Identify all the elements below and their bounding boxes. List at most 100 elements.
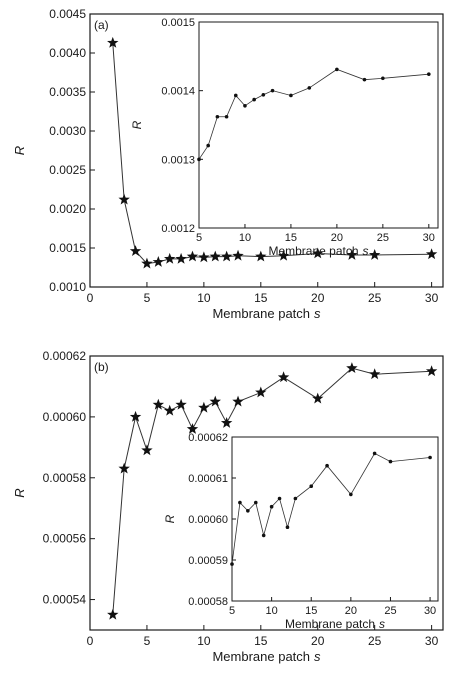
data-point-star bbox=[220, 250, 233, 262]
data-point-star bbox=[209, 395, 221, 407]
data-point-dot bbox=[307, 86, 312, 90]
data-point-star bbox=[425, 365, 438, 377]
x-tick-label: 20 bbox=[331, 232, 343, 244]
x-tick-label: 15 bbox=[254, 634, 268, 648]
y-tick-label: 0.0040 bbox=[49, 46, 86, 60]
x-tick-label: 10 bbox=[265, 605, 277, 617]
data-point-star bbox=[232, 249, 244, 261]
data-point-dot bbox=[243, 103, 247, 108]
data-point-dot bbox=[261, 533, 266, 538]
panel-label: (a) bbox=[94, 18, 109, 32]
x-axis-title: Membrane patch s bbox=[285, 617, 385, 631]
data-point-dot bbox=[427, 72, 431, 76]
y-tick-label: 0.0012 bbox=[161, 223, 195, 235]
data-point-dot bbox=[253, 500, 258, 505]
y-tick-label: 0.0015 bbox=[161, 17, 195, 29]
x-tick-label: 10 bbox=[239, 232, 251, 244]
x-axis-title-variable: s bbox=[379, 617, 385, 631]
data-point-star bbox=[198, 251, 210, 263]
y-tick-label: 0.00060 bbox=[43, 410, 87, 424]
y-tick-label: 0.0035 bbox=[49, 85, 86, 99]
x-tick-label: 0 bbox=[87, 634, 94, 648]
y-tick-label: 0.0015 bbox=[49, 241, 86, 255]
data-point-star bbox=[368, 368, 381, 380]
y-tick-label: 0.0045 bbox=[49, 7, 86, 21]
y-tick-label: 0.0014 bbox=[161, 86, 195, 98]
x-axis-title-text: Membrane patch bbox=[268, 244, 358, 258]
data-point-dot bbox=[238, 500, 242, 505]
x-tick-label: 15 bbox=[285, 232, 297, 244]
data-point-star bbox=[312, 247, 324, 259]
data-point-star bbox=[175, 398, 187, 410]
y-tick-label: 0.00061 bbox=[188, 473, 228, 485]
y-tick-label: 0.0010 bbox=[49, 280, 86, 294]
data-point-star bbox=[107, 608, 119, 620]
data-point-dot bbox=[224, 114, 229, 119]
data-point-dot bbox=[388, 459, 393, 464]
data-point-star bbox=[277, 249, 290, 261]
x-tick-label: 30 bbox=[423, 232, 435, 244]
panel-label: (b) bbox=[94, 360, 109, 374]
data-point-star bbox=[141, 444, 153, 456]
data-point-star bbox=[164, 252, 176, 264]
x-tick-label: 30 bbox=[424, 605, 436, 617]
y-tick-label: 0.00062 bbox=[188, 432, 228, 444]
y-axis-title: R bbox=[130, 120, 144, 129]
x-axis-title: Membrane patch s bbox=[212, 649, 321, 664]
data-point-star bbox=[209, 250, 221, 262]
data-point-star bbox=[186, 250, 199, 262]
data-point-star bbox=[277, 371, 290, 383]
data-point-star bbox=[346, 249, 358, 260]
y-tick-label: 0.00059 bbox=[188, 555, 228, 567]
data-point-dot bbox=[270, 88, 275, 93]
y-tick-label: 0.00058 bbox=[43, 471, 87, 485]
x-tick-label: 25 bbox=[377, 232, 389, 244]
data-point-star bbox=[255, 250, 267, 262]
data-point-star bbox=[368, 249, 381, 260]
x-tick-label: 15 bbox=[254, 291, 268, 305]
y-tick-label: 0.0020 bbox=[49, 202, 86, 216]
data-point-dot bbox=[206, 143, 210, 148]
data-point-star bbox=[198, 401, 210, 413]
x-tick-label: 5 bbox=[229, 605, 235, 617]
data-point-dot bbox=[293, 496, 298, 501]
x-tick-label: 10 bbox=[197, 291, 211, 305]
x-tick-label: 30 bbox=[425, 634, 439, 648]
data-point-dot bbox=[197, 157, 201, 162]
x-tick-label: 20 bbox=[345, 605, 357, 617]
data-point-dot bbox=[277, 496, 282, 501]
series-line bbox=[112, 42, 432, 265]
data-point-dot bbox=[335, 67, 339, 72]
y-tick-label: 0.0030 bbox=[49, 124, 86, 138]
series-line bbox=[112, 367, 432, 615]
x-tick-label: 30 bbox=[425, 291, 439, 305]
x-tick-label: 5 bbox=[144, 634, 151, 648]
data-point-star bbox=[152, 398, 165, 410]
x-axis-title-text: Membrane patch bbox=[285, 617, 375, 631]
y-tick-label: 0.00060 bbox=[188, 514, 228, 526]
data-point-star bbox=[186, 423, 199, 434]
data-point-star bbox=[425, 248, 438, 260]
data-point-dot bbox=[246, 509, 250, 513]
data-point-dot bbox=[289, 93, 293, 98]
x-tick-label: 10 bbox=[197, 634, 211, 648]
data-point-dot bbox=[285, 525, 290, 529]
data-point-dot bbox=[233, 93, 238, 98]
x-axis-title: Membrane patch s bbox=[212, 306, 321, 321]
panel-b-inset: 5 10 15 20 25 30 0.00058 0.00059 0.00060 0.00061 0… bbox=[163, 432, 439, 631]
panel-a-inset: 5 10 15 20 25 30 0.0012 0.0013 0.0014 0.0015 Membr… bbox=[130, 17, 439, 258]
y-tick-label: 0.00056 bbox=[43, 532, 87, 546]
data-point-dot bbox=[309, 484, 314, 489]
y-axis-title: R bbox=[12, 146, 27, 155]
data-point-star bbox=[312, 392, 324, 404]
x-tick-label: 15 bbox=[305, 605, 317, 617]
x-tick-label: 0 bbox=[87, 291, 94, 305]
data-point-dot bbox=[215, 114, 220, 119]
data-point-star bbox=[129, 410, 142, 422]
x-axis-title-variable: s bbox=[314, 306, 321, 321]
data-point-dot bbox=[372, 451, 377, 456]
data-point-dot bbox=[325, 463, 329, 468]
data-point-dot bbox=[428, 455, 432, 460]
data-point-dot bbox=[230, 562, 234, 566]
